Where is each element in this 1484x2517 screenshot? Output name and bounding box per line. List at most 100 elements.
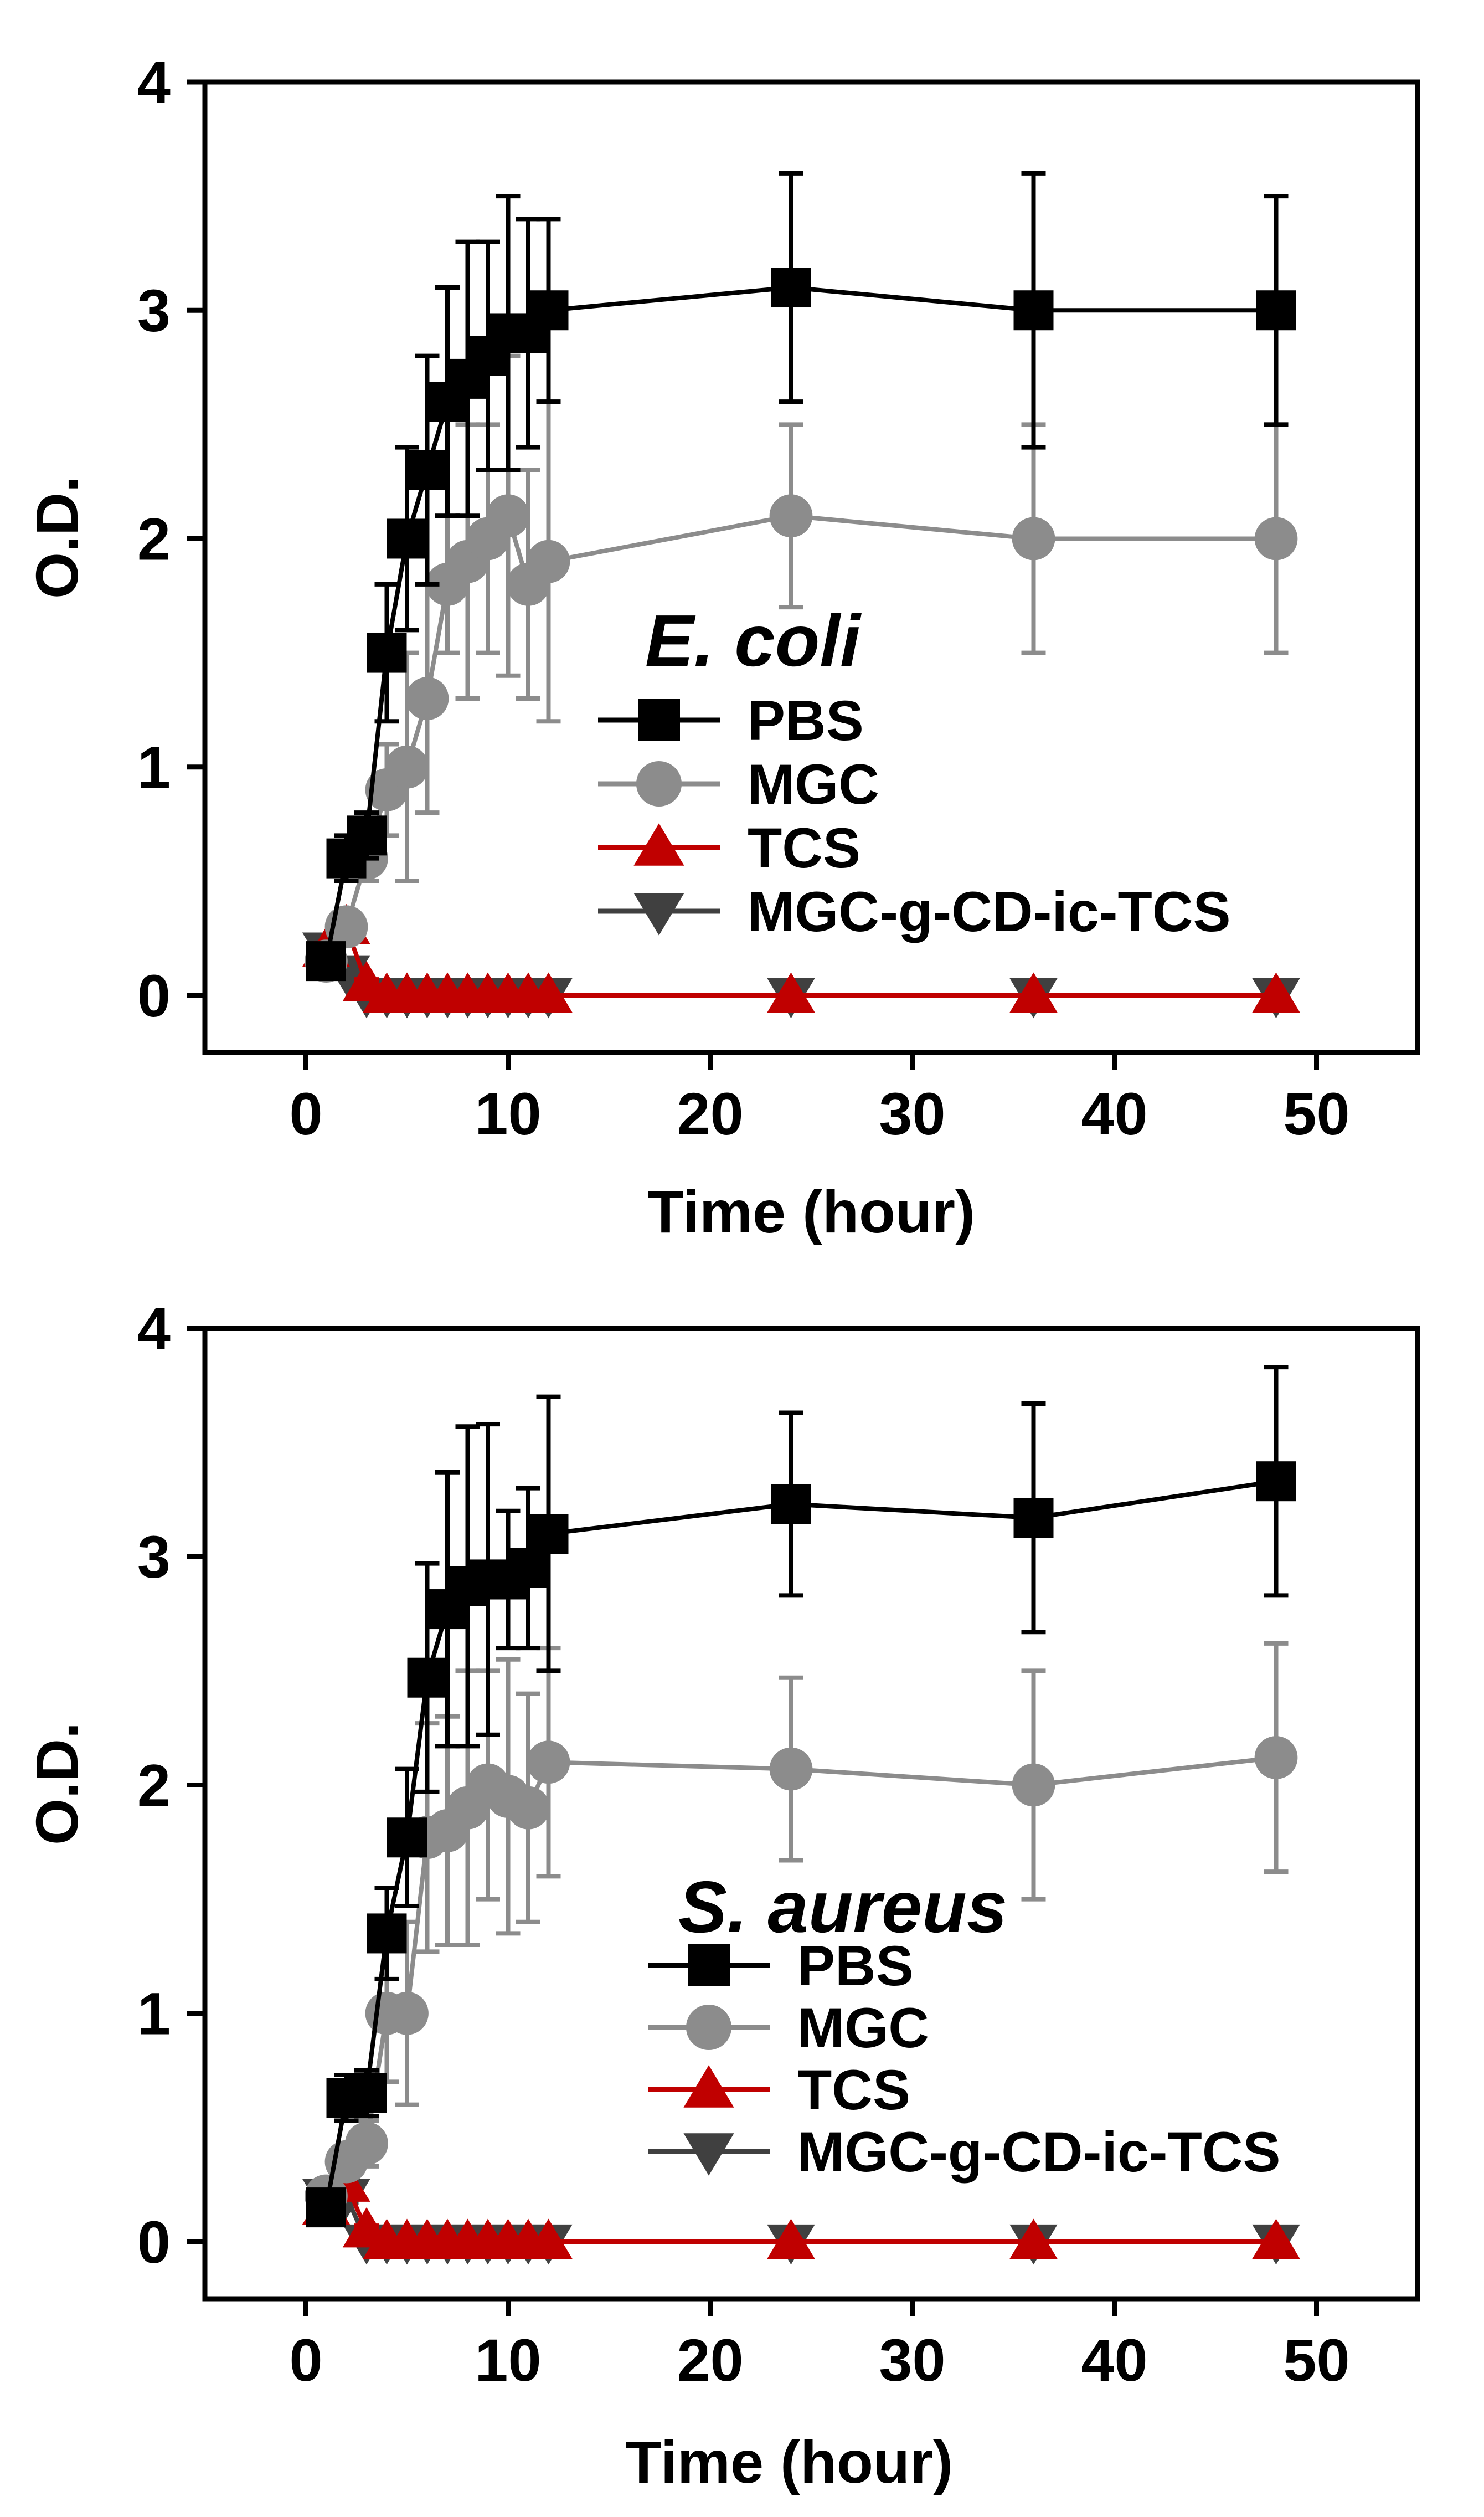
data-point <box>306 941 346 982</box>
y-tick-label: 1 <box>137 1980 171 2047</box>
data-point <box>508 1548 548 1588</box>
data-point <box>528 1514 569 1554</box>
data-point <box>1009 972 1058 1013</box>
data-point <box>769 1747 813 1791</box>
data-point <box>387 1817 427 1858</box>
data-point <box>507 1786 550 1830</box>
data-point <box>528 290 569 331</box>
y-tick-label: 0 <box>137 2208 171 2275</box>
x-tick-label: 40 <box>1081 1080 1147 1147</box>
data-point <box>524 972 573 1013</box>
data-point <box>527 1740 570 1784</box>
data-point <box>769 494 813 538</box>
data-point <box>385 1991 429 2035</box>
y-tick-label: 0 <box>137 962 171 1029</box>
x-tick-label: 20 <box>677 2326 743 2393</box>
x-tick-label: 0 <box>289 2326 322 2393</box>
chart-panel-saureus: 0 10 20 30 40 50 0 1 2 3 4 Time (hour) O.D. S. aur… <box>23 1295 1420 2495</box>
legend-marker-mgc <box>686 2004 732 2051</box>
x-tick-label: 10 <box>475 1080 541 1147</box>
data-point <box>345 2122 388 2165</box>
axis-ticks: 0 10 20 30 40 50 0 1 2 3 4 <box>137 1295 1350 2393</box>
data-point <box>1013 1498 1054 1538</box>
data-point <box>771 268 811 308</box>
x-axis-title: Time (hour) <box>625 2428 953 2495</box>
data-point <box>1252 972 1300 1013</box>
data-point <box>1256 290 1296 331</box>
data-point <box>367 633 407 673</box>
x-axis-title: Time (hour) <box>647 1178 975 1245</box>
data-point <box>527 540 570 583</box>
x-tick-label: 30 <box>879 1080 945 1147</box>
data-point <box>1012 1763 1055 1807</box>
data-point <box>405 677 449 720</box>
legend-label-tcs: TCS <box>797 2058 910 2122</box>
x-tick-label: 50 <box>1283 1080 1349 1147</box>
data-point <box>767 972 815 1013</box>
legend-label-pbs: PBS <box>748 689 864 752</box>
data-point <box>385 745 429 789</box>
axis-ticks: 0 10 20 30 40 50 0 1 2 3 4 <box>137 49 1350 1147</box>
y-tick-label: 2 <box>137 505 171 572</box>
series-pbs <box>306 1365 1296 2228</box>
data-point <box>306 2187 346 2228</box>
legend-label-tcs: TCS <box>748 816 860 880</box>
legend-label-mgc: MGC <box>748 753 879 816</box>
legend-marker-pbs <box>638 699 680 741</box>
data-point <box>1012 517 1055 561</box>
data-point <box>1256 1461 1296 1502</box>
data-point <box>524 2218 573 2259</box>
x-tick-label: 50 <box>1283 2326 1349 2393</box>
data-point <box>767 2218 815 2259</box>
legend-label-mgc-g-cd-ic-tcs: MGC-g-CD-ic-TCS <box>797 2120 1281 2184</box>
legend-title: S. aureus <box>678 1866 1007 1948</box>
plot-marks <box>302 171 1300 1019</box>
legend-title: E. coli <box>645 600 862 681</box>
legend-marker-mgc-g-cd-ic-tcs <box>633 893 684 936</box>
data-point <box>407 1657 447 1698</box>
y-tick-label: 2 <box>137 1751 171 1819</box>
data-point <box>367 1913 407 1954</box>
y-tick-label: 4 <box>137 1295 171 1362</box>
data-point <box>1009 2218 1058 2259</box>
plot-frame <box>202 79 1420 1055</box>
x-tick-label: 0 <box>289 1080 322 1147</box>
data-point <box>407 450 447 490</box>
legend-marker-tcs <box>683 2065 734 2108</box>
legend-label-mgc: MGC <box>797 1996 929 2059</box>
x-tick-label: 30 <box>879 2326 945 2393</box>
legend-marker-tcs <box>633 823 684 866</box>
x-tick-label: 10 <box>475 2326 541 2393</box>
plot-marks <box>302 1365 1300 2265</box>
x-tick-label: 20 <box>677 1080 743 1147</box>
y-axis-title: O.D. <box>23 476 90 599</box>
legend-label-mgc-g-cd-ic-tcs: MGC-g-CD-ic-TCS <box>748 880 1231 943</box>
data-point <box>771 1484 811 1524</box>
series-tcs <box>302 903 1300 1013</box>
legend-marker-mgc <box>636 761 682 807</box>
y-axis-title: O.D. <box>23 1722 90 1845</box>
data-point <box>1254 1736 1298 1779</box>
legend-marker-pbs <box>688 1944 730 1986</box>
data-point <box>1013 290 1054 331</box>
x-tick-label: 40 <box>1081 2326 1147 2393</box>
legend-marker-mgc-g-cd-ic-tcs <box>683 2133 734 2176</box>
chart-panel-ecoli: 0 10 20 30 40 50 0 1 2 3 4 Time (hour) O.D. E. col… <box>23 49 1420 1245</box>
y-tick-label: 3 <box>137 1523 171 1590</box>
data-point <box>486 494 530 538</box>
data-point <box>1254 517 1298 561</box>
data-point <box>347 2073 387 2113</box>
legend-label-pbs: PBS <box>797 1934 914 1997</box>
series-pbs <box>306 171 1296 982</box>
data-point <box>347 815 387 856</box>
y-tick-label: 3 <box>137 277 171 344</box>
data-point <box>1252 2218 1300 2259</box>
y-tick-label: 1 <box>137 734 171 801</box>
plot-frame <box>202 1326 1420 2302</box>
y-tick-label: 4 <box>137 49 171 116</box>
data-point <box>387 518 427 559</box>
